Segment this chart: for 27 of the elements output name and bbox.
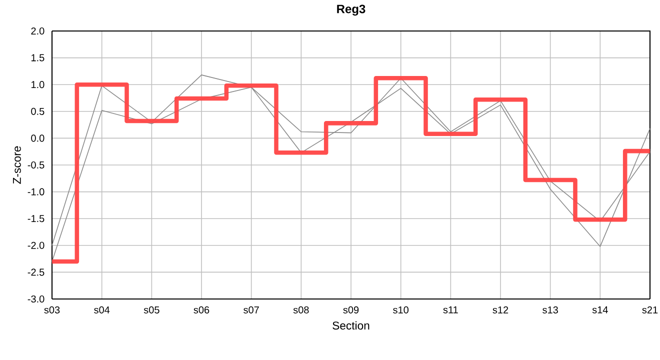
y-tick-label: 0.0 [31, 134, 44, 142]
x-tick-label: s12 [492, 306, 508, 314]
y-tick-label: 2.0 [31, 27, 44, 35]
x-tick-label: s06 [194, 306, 210, 314]
y-tick-label: 0.5 [31, 108, 44, 115]
x-tick-label: s09 [343, 306, 359, 314]
x-tick-label: s04 [94, 306, 110, 314]
y-tick-label: -2.0 [28, 242, 44, 249]
y-tick-label: -2.5 [28, 268, 44, 276]
y-tick-label: -0.5 [28, 161, 44, 169]
y-tick-label: -1.0 [28, 188, 44, 196]
y-axis-title: Z-score [13, 146, 21, 184]
x-tick-label: s10 [393, 306, 408, 314]
y-tick-label: -1.5 [28, 215, 44, 222]
y-tick-label: 1.0 [31, 81, 44, 88]
x-axis-title: Section [332, 321, 370, 330]
x-tick-label: s21 [642, 306, 658, 314]
chart-title: Reg3 [337, 4, 366, 16]
y-tick-label: -3.0 [28, 295, 44, 303]
x-tick-label: s14 [592, 306, 608, 314]
x-tick-label: s05 [144, 306, 160, 314]
x-tick-label: s07 [244, 306, 259, 314]
x-tick-label: s03 [44, 306, 60, 314]
x-tick-label: s11 [443, 306, 458, 314]
x-tick-label: s13 [542, 306, 558, 314]
x-tick-label: s08 [293, 306, 309, 314]
y-tick-label: 1.5 [31, 54, 44, 62]
